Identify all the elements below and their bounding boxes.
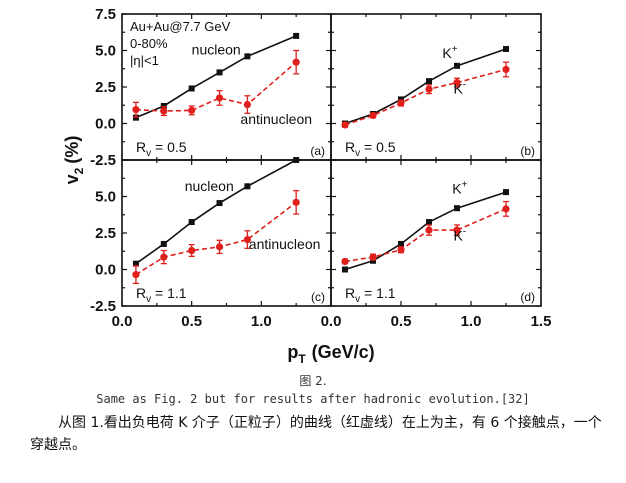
- panel-d-series-label-k: K-: [453, 226, 466, 243]
- panel-c-point-square: [216, 200, 223, 207]
- figure-caption: Same as Fig. 2 but for results after had…: [96, 392, 530, 406]
- panel-a-ytick-label: 7.5: [95, 6, 116, 23]
- panel-b-point-square: [426, 78, 432, 85]
- panel-c-point-square: [293, 157, 300, 163]
- panel-b-point-circle: [341, 121, 349, 129]
- panel-c-point-circle: [132, 271, 140, 279]
- panel-c-ytick-label: 0.0: [95, 262, 116, 279]
- panel-d-series-line-k: [344, 208, 507, 263]
- panel-b-point-square: [503, 46, 509, 53]
- panel-c-point-circle: [188, 246, 196, 255]
- panel-d-point-square: [342, 266, 348, 273]
- panel-a-letter: (a): [310, 144, 325, 158]
- panel-c-point-circle: [292, 198, 300, 206]
- panel-d-point-square: [370, 257, 376, 264]
- panel-a-point-square: [244, 53, 251, 60]
- panel-a-point-square: [293, 32, 300, 39]
- panel-a-series-label-nucleon: nucleon: [192, 41, 241, 57]
- panel-a-point-circle: [215, 94, 224, 102]
- panel-c-rv-label: Rv = 1.1: [136, 285, 187, 305]
- panel-a-point-square: [216, 69, 223, 76]
- panel-c-point-circle: [160, 253, 168, 261]
- panel-d-xtick-label: 1.5: [531, 313, 552, 330]
- panel-c-point-square: [244, 183, 251, 190]
- panel-a-series-label-antinucleon: antinucleon: [240, 111, 312, 127]
- panel-a-point-circle: [132, 106, 140, 114]
- panel-a-point-circle: [292, 58, 300, 66]
- figure-panels: 7.55.02.50.0-2.5(a)Rv = 0.5Au+Au@7.7 GeV…: [62, 6, 552, 366]
- panel-d-letter: (d): [520, 290, 535, 304]
- panel-a-point-square: [160, 102, 167, 109]
- panel-d-rv-label: Rv = 1.1: [345, 285, 396, 305]
- panel-b-series-label-k: K-: [453, 80, 466, 97]
- panel-a-ytick-label: 0.0: [95, 116, 116, 133]
- panel-d-point-square: [503, 189, 509, 196]
- y-axis-title: v2(%): [62, 136, 86, 185]
- panel-c-letter: (c): [311, 290, 325, 304]
- panel-d-series-line-k: [344, 191, 507, 271]
- panel-c-point-square: [132, 260, 139, 267]
- panel-b-series-label-k: K+: [442, 44, 457, 61]
- panel-b-point-circle: [369, 111, 377, 120]
- panel-d-point-square: [426, 219, 432, 226]
- panel-c-xtick-label: 0.0: [112, 313, 133, 330]
- panel-b-series-line-k: [344, 68, 507, 126]
- panel-c-point-square: [160, 240, 167, 247]
- panel-c-point-square: [188, 219, 195, 226]
- panel-d-xtick-label: 0.0: [321, 313, 342, 330]
- panel-a-point-square: [132, 114, 139, 121]
- panel-d-xtick-label: 1.0: [461, 313, 482, 330]
- panel-c-series-label-nucleon: nucleon: [185, 178, 234, 194]
- panel-b-letter: (b): [520, 144, 535, 158]
- panel-b-rv-label: Rv = 0.5: [345, 139, 396, 159]
- panel-b-point-square: [454, 62, 460, 69]
- figure-number: 图 2.: [299, 374, 327, 388]
- panel-c-ytick-label: 2.5: [95, 225, 116, 242]
- panel-d-series-label-k: K+: [452, 180, 467, 197]
- panel-d-point-circle: [341, 257, 349, 266]
- panel-c-ytick-label: -2.5: [90, 298, 116, 315]
- panel-a-series-line-nucleon: [135, 35, 297, 119]
- panel-a-point-square: [188, 85, 195, 92]
- panel-a-point-circle: [188, 106, 196, 114]
- panel-b-point-circle: [502, 65, 510, 74]
- panel-d-point-circle: [502, 205, 510, 213]
- panel-d-point-circle: [453, 226, 461, 234]
- panel-a-ytick-label: 5.0: [95, 43, 116, 60]
- panel-b-point-circle: [397, 99, 405, 107]
- panel-a-annotation: |η|<1: [130, 53, 159, 68]
- panel-c-ytick-label: 5.0: [95, 189, 116, 206]
- panel-b-point-circle: [453, 79, 461, 87]
- panel-d-point-square: [454, 205, 460, 212]
- panel-a-annotation: Au+Au@7.7 GeV: [130, 19, 231, 34]
- panel-a-point-circle: [160, 107, 168, 115]
- panel-b-series-line-k: [344, 48, 507, 125]
- panel-a-point-circle: [243, 100, 251, 109]
- panel-d-point-square: [398, 240, 404, 247]
- panel-c-xtick-label: 0.5: [181, 313, 202, 330]
- panel-d-xtick-label: 0.5: [391, 313, 412, 330]
- panel-c-point-circle: [215, 243, 224, 251]
- body-paragraph: 从图 1.看出负电荷 K 介子（正粒子）的曲线（红虚线）在上为主，有 6 个接触…: [30, 415, 602, 453]
- panel-c-series-line-antinucleon: [135, 201, 297, 276]
- panel-a-series-line-antinucleon: [135, 61, 297, 112]
- panel-c-point-circle: [243, 235, 251, 244]
- panel-c-series-label-antinucleon: antinucleon: [249, 236, 321, 252]
- panel-c-xtick-label: 1.0: [251, 313, 272, 330]
- panel-d-point-circle: [425, 226, 433, 234]
- panel-a-ytick-label: 2.5: [95, 79, 116, 96]
- panel-b-point-circle: [425, 85, 433, 93]
- panel-a-rv-label: Rv = 0.5: [136, 139, 187, 159]
- panel-d-point-circle: [397, 246, 405, 254]
- panel-a-ytick-label: -2.5: [90, 152, 116, 169]
- x-axis-title: pT (GeV/c): [287, 342, 374, 366]
- panel-c-series-line-nucleon: [135, 159, 297, 265]
- panel-a-annotation: 0-80%: [130, 36, 168, 51]
- panel-b-point-square: [398, 96, 404, 103]
- panel-d-point-circle: [369, 253, 377, 261]
